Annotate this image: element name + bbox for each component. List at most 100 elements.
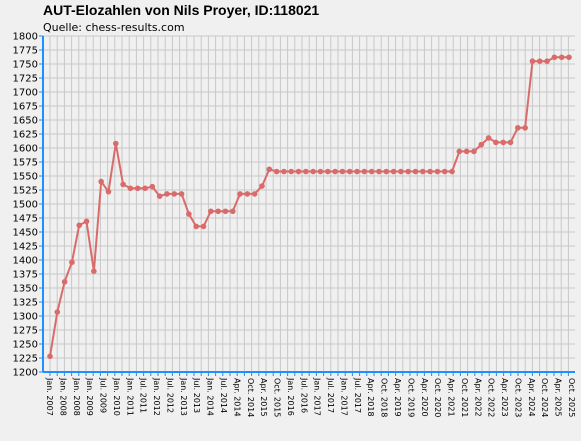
y-tick-label: 1200 — [13, 368, 38, 379]
y-tick-label: 1775 — [13, 46, 38, 57]
data-point — [493, 139, 499, 146]
data-point — [427, 168, 433, 175]
data-point — [310, 168, 316, 175]
data-point — [515, 125, 521, 131]
data-point — [229, 208, 236, 215]
x-tick-label: Apr. 2021 — [447, 378, 456, 417]
y-tick-label: 1500 — [13, 200, 38, 211]
x-tick-label: Jan. 2008 — [72, 377, 81, 416]
data-point — [339, 168, 346, 175]
data-point — [98, 178, 104, 185]
y-tick-label: 1550 — [13, 172, 38, 183]
data-point — [222, 208, 229, 215]
data-point — [120, 181, 126, 188]
data-point — [112, 140, 119, 147]
data-point — [405, 168, 411, 175]
data-point — [566, 54, 572, 61]
x-tick-label: Oct. 2022 — [487, 378, 496, 417]
data-point — [383, 168, 390, 175]
y-tick-label: 1525 — [13, 186, 38, 197]
data-point — [127, 185, 134, 192]
x-axis-ticks: Jan. 2007 Jan. 2008 Jan. 2008 Jan. 2009 Jul.… — [45, 372, 576, 417]
y-tick-label: 1600 — [13, 144, 38, 155]
data-point — [354, 168, 360, 175]
data-point — [324, 168, 331, 175]
data-point — [303, 168, 309, 175]
data-point — [281, 168, 287, 175]
data-point — [237, 191, 243, 197]
x-tick-label: Oct. 2024 — [540, 378, 549, 417]
data-point — [156, 193, 163, 199]
y-tick-label: 1325 — [13, 298, 38, 309]
x-tick-label: Jul. 2009 — [99, 377, 108, 413]
y-tick-label: 1425 — [13, 242, 38, 253]
x-tick-label: Apr. 2020 — [420, 378, 429, 417]
data-point — [471, 148, 477, 155]
x-tick-label: Jan. 2010 — [112, 377, 121, 416]
x-tick-label: Apr. 2019 — [393, 378, 402, 417]
data-point — [376, 168, 382, 175]
data-point — [61, 279, 68, 285]
data-point — [368, 168, 375, 175]
data-point — [420, 168, 426, 175]
data-point — [193, 223, 199, 230]
data-point — [507, 139, 514, 146]
y-tick-label: 1725 — [13, 74, 38, 85]
data-point — [178, 191, 185, 197]
data-point — [441, 168, 448, 175]
x-tick-label: Apr. 2018 — [366, 378, 375, 417]
data-point — [200, 223, 207, 230]
y-tick-label: 1625 — [13, 130, 38, 141]
x-tick-label: Oct. 2015 — [273, 378, 282, 417]
x-tick-label: Jan. 2009 — [85, 377, 94, 416]
x-tick-label: Oct. 2019 — [406, 378, 415, 417]
x-tick-label: Apr. 2023 — [500, 378, 509, 417]
data-point — [164, 191, 170, 197]
y-tick-label: 1675 — [13, 102, 38, 113]
data-point — [251, 191, 258, 197]
data-point — [259, 183, 265, 189]
y-tick-label: 1475 — [13, 214, 38, 225]
data-point — [332, 168, 338, 175]
data-point — [522, 125, 528, 131]
data-point — [273, 168, 280, 175]
x-tick-label: Jan. 2008 — [58, 377, 67, 416]
y-tick-label: 1800 — [13, 32, 38, 43]
data-point — [390, 168, 397, 175]
data-point — [266, 166, 273, 173]
data-point — [91, 268, 97, 275]
y-tick-label: 1575 — [13, 158, 38, 169]
data-point — [434, 168, 441, 175]
data-point — [69, 259, 75, 266]
chart-title: AUT-Elozahlen von Nils Proyer, ID:118021 — [43, 2, 319, 18]
data-point — [105, 188, 112, 195]
x-tick-label: Jan. 2007 — [45, 377, 54, 416]
data-point — [295, 168, 302, 175]
x-tick-label: Apr. 2024 — [527, 378, 536, 417]
data-point — [142, 185, 148, 192]
data-point — [412, 168, 419, 175]
y-tick-label: 1700 — [13, 88, 38, 99]
y-tick-label: 1750 — [13, 60, 38, 71]
x-tick-label: Jan. 2012 — [152, 377, 161, 416]
data-point — [134, 185, 141, 192]
y-tick-label: 1350 — [13, 284, 38, 295]
data-point — [186, 211, 192, 217]
y-tick-label: 1225 — [13, 354, 38, 365]
data-point — [317, 168, 324, 175]
data-point — [83, 218, 90, 225]
x-tick-label: Apr. 2015 — [259, 378, 268, 417]
data-point — [463, 148, 470, 155]
x-tick-label: Jul. 2011 — [139, 377, 148, 413]
y-axis-ticks: 1200 1225 1250 1275 1300 1325 1350 1375 1400 1425… — [13, 32, 43, 379]
x-tick-label: Oct. 2021 — [460, 378, 469, 417]
y-tick-label: 1400 — [13, 256, 38, 267]
x-tick-label: Jan. 2011 — [125, 377, 134, 416]
x-tick-label: Apr. 2025 — [554, 378, 563, 417]
data-point — [54, 309, 61, 315]
y-tick-label: 1450 — [13, 228, 38, 239]
data-point — [47, 353, 53, 360]
y-tick-label: 1300 — [13, 312, 38, 323]
y-tick-label: 1375 — [13, 270, 38, 281]
